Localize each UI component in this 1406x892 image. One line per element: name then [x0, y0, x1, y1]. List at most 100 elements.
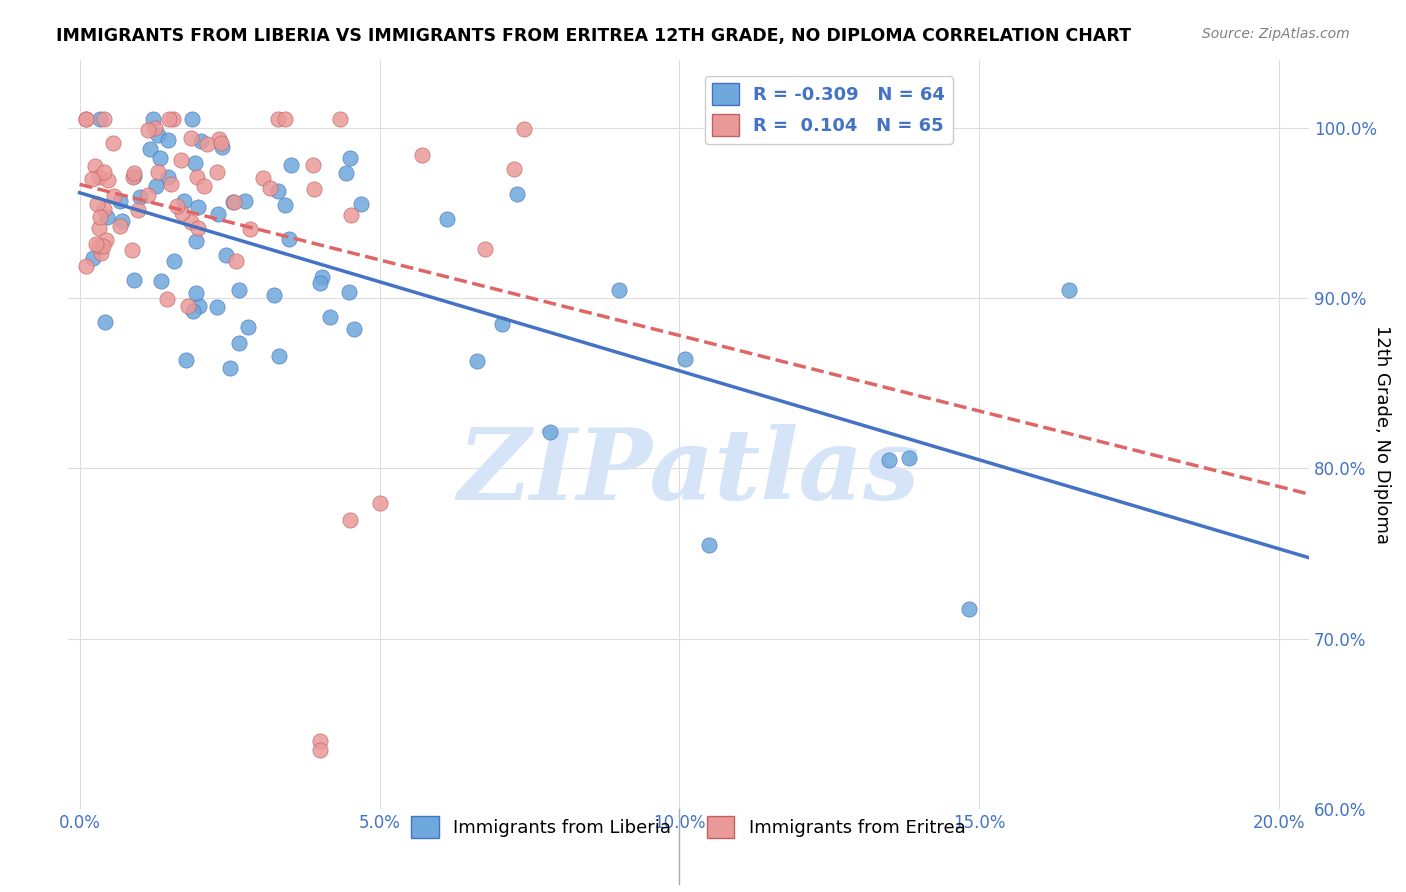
Point [86, 197, 108, 211]
Point [187, 200, 209, 214]
Point [96, 210, 118, 224]
Point [82, 251, 104, 265]
Text: IMMIGRANTS FROM LIBERIA VS IMMIGRANTS FROM ERITREA 12TH GRADE, NO DIPLOMA CORREL: IMMIGRANTS FROM LIBERIA VS IMMIGRANTS FR… [56, 27, 1132, 45]
Point [188, 299, 211, 313]
Point [129, 190, 152, 204]
Point [75, 259, 97, 273]
Point [103, 189, 125, 203]
Point [93, 165, 115, 179]
Point [222, 195, 245, 210]
Point [211, 140, 233, 154]
Point [108, 194, 131, 209]
Legend: Immigrants from Liberia, Immigrants from Eritrea: Immigrants from Liberia, Immigrants from… [405, 809, 973, 845]
Text: ZIPatlas: ZIPatlas [457, 424, 920, 520]
Point [177, 299, 200, 313]
Point [343, 322, 366, 336]
Point [339, 512, 361, 526]
Point [898, 451, 921, 466]
Point [335, 166, 357, 180]
Point [160, 177, 183, 191]
Point [156, 133, 179, 147]
Point [75, 112, 97, 127]
Point [146, 164, 169, 178]
Text: Source: ZipAtlas.com: Source: ZipAtlas.com [1202, 27, 1350, 41]
Point [162, 112, 184, 127]
Point [87, 221, 110, 235]
Point [121, 243, 143, 257]
Point [148, 128, 170, 143]
Point [136, 123, 159, 137]
Point [502, 162, 524, 177]
Point [205, 164, 228, 178]
Point [609, 283, 631, 297]
Point [222, 195, 245, 210]
Y-axis label: 12th Grade, No Diploma: 12th Grade, No Diploma [1374, 325, 1391, 544]
Point [87, 169, 110, 184]
Point [150, 274, 173, 288]
Point [411, 148, 433, 162]
Point [122, 170, 145, 185]
Point [267, 185, 290, 199]
Point [225, 254, 247, 268]
Point [491, 318, 513, 332]
Point [218, 360, 240, 375]
Point [228, 335, 250, 350]
Point [267, 112, 290, 127]
Point [163, 253, 186, 268]
Point [122, 169, 145, 183]
Point [879, 453, 901, 467]
Point [280, 158, 302, 172]
Point [239, 221, 262, 235]
Point [124, 166, 146, 180]
Point [186, 285, 208, 300]
Point [215, 247, 238, 261]
Point [207, 301, 229, 315]
Point [172, 206, 194, 220]
Point [180, 215, 202, 229]
Point [436, 212, 458, 227]
Point [233, 194, 256, 208]
Point [236, 319, 259, 334]
Point [340, 209, 363, 223]
Point [274, 198, 297, 212]
Point [193, 179, 215, 194]
Point [89, 211, 111, 225]
Point [184, 156, 207, 170]
Point [207, 207, 229, 221]
Point [173, 194, 195, 208]
Point [252, 170, 274, 185]
Point [174, 352, 197, 367]
Point [136, 187, 159, 202]
Point [308, 734, 330, 748]
Point [97, 173, 120, 187]
Point [513, 121, 536, 136]
Point [145, 178, 167, 193]
Point [277, 232, 299, 246]
Point [195, 136, 218, 151]
Point [156, 293, 179, 307]
Point [302, 182, 325, 196]
Point [319, 310, 342, 324]
Point [156, 169, 179, 184]
Point [474, 242, 496, 256]
Point [368, 495, 391, 509]
Point [89, 112, 111, 127]
Point [142, 112, 165, 127]
Point [263, 288, 285, 302]
Point [180, 130, 202, 145]
Point [90, 246, 112, 260]
Point [94, 315, 117, 329]
Point [84, 237, 107, 252]
Point [190, 134, 212, 148]
Point [673, 352, 696, 367]
Point [184, 235, 207, 249]
Point [181, 304, 204, 318]
Point [75, 112, 97, 127]
Point [166, 199, 188, 213]
Point [957, 602, 980, 616]
Point [80, 172, 103, 186]
Point [91, 239, 114, 253]
Point [186, 169, 208, 184]
Point [83, 160, 105, 174]
Point [302, 158, 325, 172]
